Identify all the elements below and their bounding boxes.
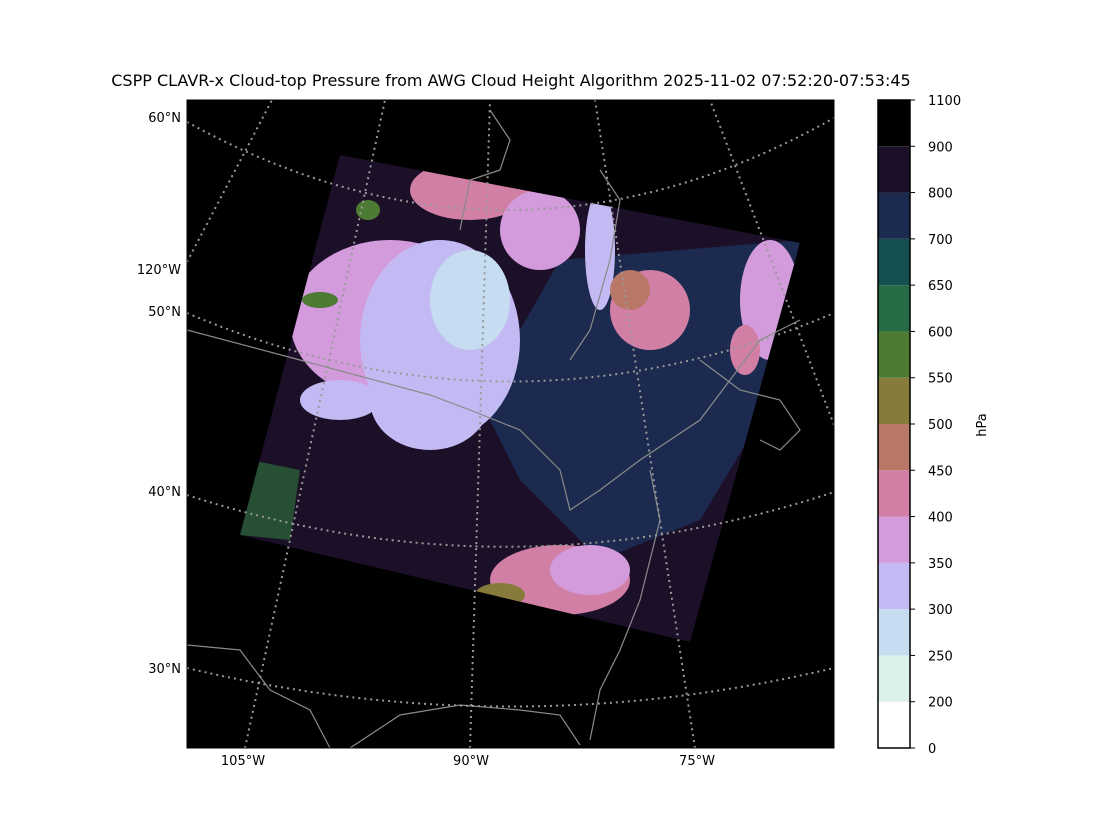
colorbar-tick-label: 1100: [928, 94, 961, 109]
lon-label: 75°W: [679, 754, 715, 769]
colorbar-segment: [878, 285, 910, 332]
lat-label: 40°N: [148, 485, 181, 500]
lon-label: 90°W: [453, 754, 489, 769]
colorbar-segment: [878, 609, 910, 656]
colorbar-segment: [878, 331, 910, 378]
map-area: [187, 100, 834, 748]
colorbar-segment: [878, 377, 910, 424]
lat-label: 60°N: [148, 111, 181, 126]
graticule: [187, 100, 834, 748]
colorbar-segment: [878, 562, 910, 610]
colorbar-tick-label: 600: [928, 325, 953, 340]
colorbar-tick-label: 500: [928, 418, 953, 433]
colorbar-segment: [878, 100, 910, 147]
lat-label: 50°N: [148, 305, 181, 320]
colorbar: 0 200 250 300 350 400 450 500 550 600 650 700 800 900…: [877, 94, 961, 757]
colorbar-label: hPa: [975, 413, 990, 436]
colorbar-tick-label: 350: [928, 557, 953, 572]
colorbar-segment: [878, 516, 910, 563]
colorbar-segment: [878, 238, 910, 286]
colorbar-segment: [878, 146, 910, 193]
colorbar-tick-label: 450: [928, 464, 953, 479]
colorbar-tick-label: 650: [928, 279, 953, 294]
colorbar-segment: [878, 192, 910, 239]
lon-label: 120°W: [137, 263, 181, 278]
lat-label: 30°N: [148, 662, 181, 677]
colorbar-tick-label: 400: [928, 511, 953, 526]
colorbar-tick-label: 900: [928, 140, 953, 155]
lon-label: 105°W: [221, 754, 265, 769]
colorbar-tick-label: 700: [928, 233, 953, 248]
graticule-labels: 60°N 50°N 40°N 30°N 120°W 105°W 90°W 75°…: [137, 111, 715, 769]
colorbar-tick-label: 0: [928, 742, 936, 757]
coastlines: [187, 109, 801, 748]
colorbar-tick-label: 200: [928, 696, 953, 711]
colorbar-tick-label: 300: [928, 603, 953, 618]
colorbar-segment: [878, 701, 910, 748]
cloud-swath: [240, 155, 800, 642]
colorbar-tick-label: 550: [928, 372, 953, 387]
colorbar-tick-label: 250: [928, 649, 953, 664]
colorbar-segment: [878, 424, 910, 471]
colorbar-segment: [878, 655, 910, 702]
map-title: CSPP CLAVR-x Cloud-top Pressure from AWG…: [111, 71, 910, 90]
colorbar-tick-label: 800: [928, 187, 953, 202]
colorbar-segment: [878, 470, 910, 517]
